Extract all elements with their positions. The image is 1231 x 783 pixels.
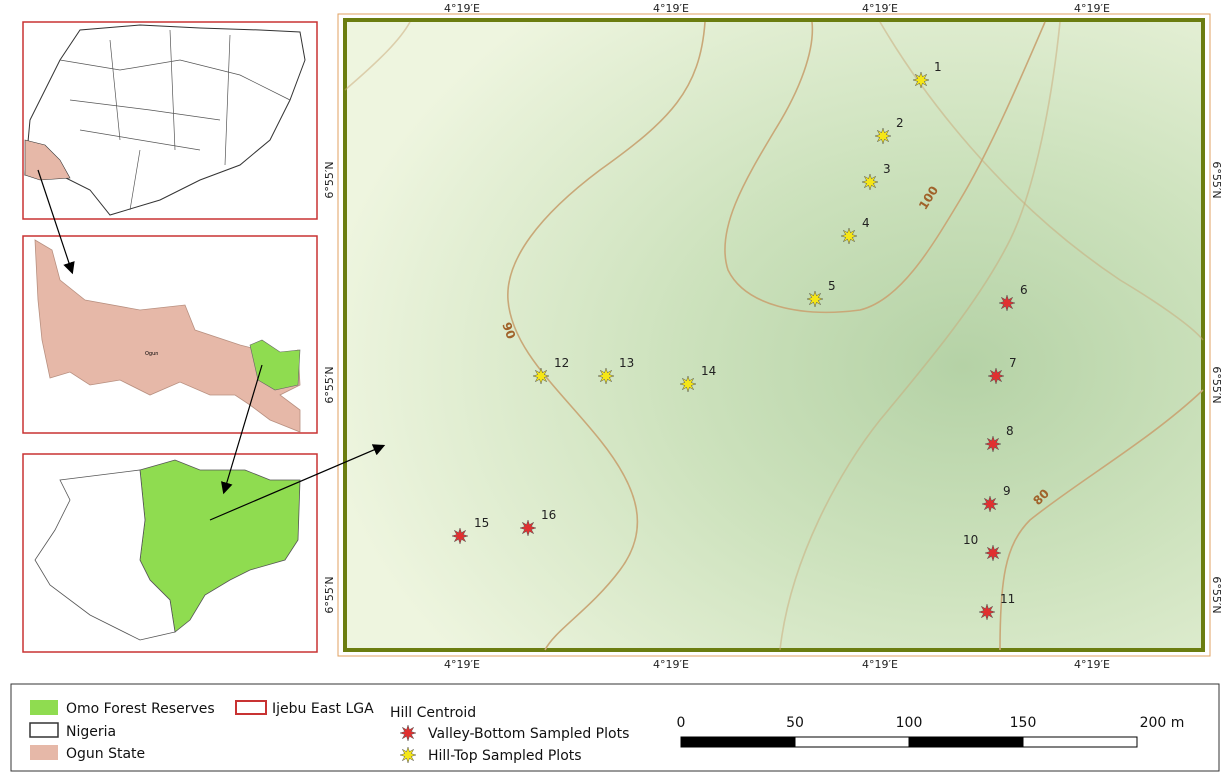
plot-marker [912,71,930,89]
plot-marker [399,746,417,764]
ogun-highlight [24,139,71,181]
x-coord-label: 4°19′E [862,2,898,15]
y-coord-label: 6°55′N [323,161,336,198]
plot-label: 15 [474,516,489,530]
plot-label: 14 [701,364,716,378]
plot-marker [532,367,550,385]
plot-label: 3 [883,162,891,176]
x-coord-label: 4°19′E [653,658,689,671]
plot-marker [984,544,1002,562]
contour-line [999,389,1204,651]
legend-label: Hill Centroid [390,705,476,721]
plot-label: 16 [541,508,556,522]
plot-label: 13 [619,356,634,370]
arrow [37,169,75,275]
x-coord-label: 4°19′E [444,2,480,15]
plot-marker [840,227,858,245]
scale-label: 200 m [1140,715,1185,731]
arrow [221,364,263,495]
plot-label: 5 [828,279,836,293]
plot-label: 7 [1009,356,1017,370]
plot-marker [451,527,469,545]
contour-line [507,21,706,651]
contour-line [724,21,1046,313]
legend-box [10,683,1220,772]
arrow [209,444,386,521]
contour-line [344,21,411,91]
plot-label: 1 [934,60,942,74]
omo-inset [249,339,301,391]
plot-marker [981,495,999,513]
x-coord-label: 4°19′E [444,658,480,671]
plot-label: 6 [1020,283,1028,297]
nigeria-outline [24,24,306,216]
scale-segment [1022,736,1138,748]
scale-label: 150 [1010,715,1037,731]
legend-swatch [29,722,59,738]
scale-segment [908,736,1024,748]
plot-label: 9 [1003,484,1011,498]
legend-swatch [235,700,267,715]
plot-marker [978,603,996,621]
ogun-state [34,239,301,433]
lga-outline [34,469,176,641]
scale-label: 100 [896,715,923,731]
scale-segment [680,736,796,748]
y-coord-label: 6°55′N [1210,161,1223,198]
contours [344,21,1204,651]
legend-swatch [30,745,58,760]
scale-segment [794,736,910,748]
scale-label: 0 [677,715,686,731]
plot-label: 11 [1000,592,1015,606]
map-area [343,18,1205,652]
y-coord-label: 6°55′N [1210,366,1223,403]
legend-label: Ijebu East LGA [272,701,374,717]
contour-label: 90 [499,320,518,340]
inset-label: Ogun [145,351,158,357]
plot-marker [679,375,697,393]
y-coord-label: 6°55′N [323,366,336,403]
legend-label: Nigeria [66,724,116,740]
plot-marker [987,367,1005,385]
legend-label: Ogun State [66,746,145,762]
plot-label: 8 [1006,424,1014,438]
x-coord-label: 4°19′E [653,2,689,15]
x-coord-label: 4°19′E [862,658,898,671]
legend-label: Valley-Bottom Sampled Plots [428,726,629,742]
x-coord-label: 4°19′E [1074,658,1110,671]
x-coord-label: 4°19′E [1074,2,1110,15]
y-coord-label: 6°55′N [323,576,336,613]
plot-marker [998,294,1016,312]
legend-label: Omo Forest Reserves [66,701,215,717]
legend-label: Hill-Top Sampled Plots [428,748,582,764]
plot-marker [984,435,1002,453]
scale-label: 50 [786,715,804,731]
plot-marker [806,290,824,308]
plot-label: 12 [554,356,569,370]
plot-marker [519,519,537,537]
plot-label: 2 [896,116,904,130]
legend-swatch [30,700,58,715]
plot-label: 4 [862,216,870,230]
state-boundaries [59,29,291,211]
plot-label: 10 [963,533,978,547]
plot-marker [861,173,879,191]
plot-marker [399,724,417,742]
contour-line [779,21,1061,651]
plot-marker [874,127,892,145]
y-coord-label: 6°55′N [1210,576,1223,613]
plot-marker [597,367,615,385]
